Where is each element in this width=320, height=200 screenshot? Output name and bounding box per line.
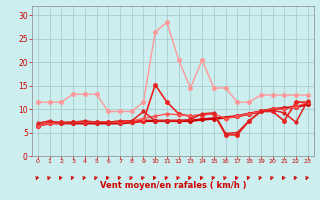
- X-axis label: Vent moyen/en rafales ( km/h ): Vent moyen/en rafales ( km/h ): [100, 181, 246, 190]
